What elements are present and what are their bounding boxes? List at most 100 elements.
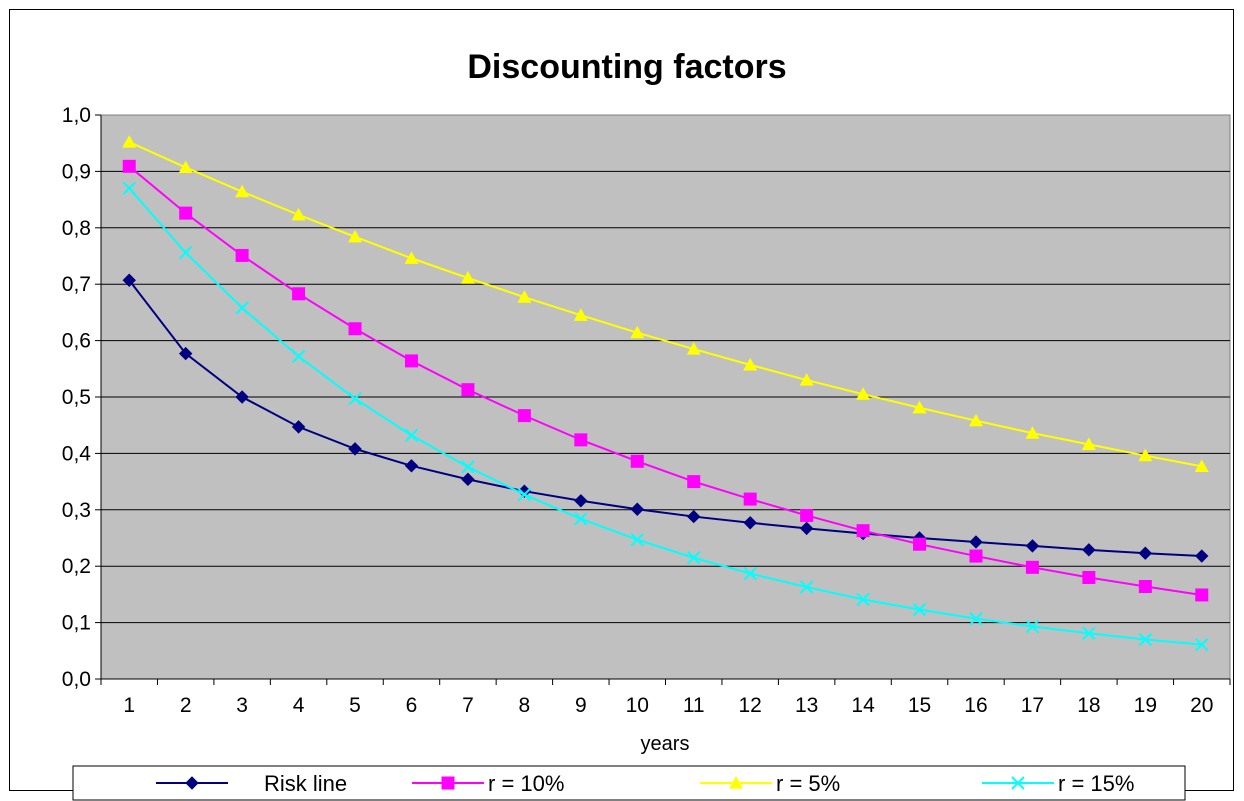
- y-tick-label: 0,0: [62, 668, 91, 691]
- x-axis-ticks: 1 2 3 4 5 6 7 8 9 10 11 12 13 14 15 16 17 18 19 20: [100, 679, 1231, 717]
- legend-marker: [441, 776, 455, 790]
- data-point: [743, 516, 757, 530]
- data-point: [1081, 437, 1096, 450]
- legend-marker: [185, 776, 199, 790]
- data-point: [1195, 637, 1209, 652]
- legend-label: r = 10%: [488, 771, 564, 796]
- data-point: [687, 475, 701, 489]
- y-tick-label: 0,5: [62, 386, 91, 409]
- data-point: [687, 509, 701, 524]
- data-point: [574, 494, 588, 508]
- x-tick-label: 4: [293, 694, 305, 717]
- data-point: [517, 487, 532, 502]
- data-point: [687, 551, 701, 565]
- legend-marker: [729, 776, 743, 789]
- data-point: [235, 184, 250, 198]
- data-point: [630, 325, 645, 339]
- data-point: [348, 229, 363, 243]
- data-point: [573, 308, 588, 321]
- legend-label: r = 5%: [776, 771, 840, 796]
- x-tick-label: 19: [1134, 694, 1157, 717]
- data-point: [122, 159, 136, 173]
- data-point: [743, 566, 757, 581]
- data-point: [799, 521, 814, 536]
- y-axis-ticks: 0,0 0,1 0,2 0,3 0,4 0,5 0,6 0,7 0,8 0,9 1,0: [62, 104, 101, 691]
- x-tick-label: 2: [180, 694, 192, 717]
- data-point: [1138, 546, 1153, 560]
- legend-item: Risk line: [156, 771, 347, 796]
- x-tick-label: 7: [462, 694, 474, 717]
- chart-title: Discounting factors: [467, 48, 786, 86]
- legend-label: r = 15%: [1058, 771, 1134, 796]
- data-point: [969, 611, 983, 626]
- data-point: [912, 400, 927, 414]
- y-tick-label: 0,7: [62, 273, 91, 296]
- data-point: [1195, 588, 1209, 602]
- y-tick-label: 0,4: [62, 442, 92, 465]
- data-point: [800, 508, 814, 522]
- x-tick-label: 13: [795, 694, 818, 717]
- data-point: [799, 373, 814, 386]
- series-line: [128, 165, 1202, 596]
- legend-item: r = 5%: [700, 771, 840, 796]
- data-point: [968, 413, 983, 427]
- x-tick-label: 14: [851, 694, 875, 717]
- gridlines: [101, 170, 1230, 624]
- data-point: [1194, 459, 1209, 472]
- data-point: [122, 181, 136, 196]
- data-point: [461, 460, 475, 474]
- data-point: [235, 390, 249, 404]
- data-point: [122, 273, 136, 287]
- x-tick-label: 18: [1077, 694, 1100, 717]
- data-point: [461, 472, 475, 487]
- data-point: [630, 532, 644, 547]
- y-tick-label: 1,0: [62, 104, 91, 127]
- data-point: [1025, 560, 1039, 574]
- x-tick-label: 8: [519, 694, 531, 717]
- legend-label: Risk line: [264, 771, 347, 796]
- data-point: [178, 346, 193, 361]
- data-point: [630, 502, 644, 516]
- x-tick-label: 5: [349, 694, 361, 717]
- data-point: [235, 248, 249, 262]
- x-tick-label: 11: [683, 694, 705, 717]
- y-tick-label: 0,8: [62, 217, 91, 240]
- data-point: [743, 492, 757, 506]
- legend-marker: [1011, 776, 1025, 790]
- series-group: [122, 135, 1209, 652]
- data-point: [743, 357, 758, 371]
- data-point: [856, 524, 870, 538]
- data-point: [912, 602, 927, 617]
- data-point: [291, 420, 306, 434]
- data-point: [460, 270, 475, 284]
- legend: Risk line r = 10% r = 5% r = 15%: [156, 771, 1134, 796]
- data-point: [1082, 570, 1096, 584]
- x-tick-label: 3: [236, 694, 248, 717]
- data-point: [1025, 426, 1040, 439]
- data-point: [178, 245, 193, 260]
- data-point: [1025, 539, 1040, 553]
- data-point: [1082, 543, 1096, 557]
- y-tick-label: 0,6: [62, 330, 91, 353]
- data-point: [517, 409, 531, 423]
- data-point: [913, 537, 927, 551]
- data-point: [1195, 549, 1209, 563]
- data-point: [799, 580, 814, 594]
- data-point: [630, 454, 644, 468]
- data-point: [517, 290, 532, 303]
- data-point: [856, 592, 870, 607]
- legend-item: r = 15%: [982, 771, 1134, 796]
- x-tick-label: 10: [626, 694, 649, 717]
- x-tick-label: 20: [1190, 694, 1213, 717]
- data-point: [348, 322, 362, 336]
- data-point: [461, 383, 475, 397]
- data-point: [404, 428, 419, 443]
- data-point: [404, 459, 419, 473]
- data-point: [348, 442, 362, 456]
- data-point: [856, 387, 871, 400]
- data-point: [235, 301, 249, 315]
- data-point: [291, 349, 306, 364]
- data-point: [404, 354, 418, 368]
- data-point: [348, 391, 362, 406]
